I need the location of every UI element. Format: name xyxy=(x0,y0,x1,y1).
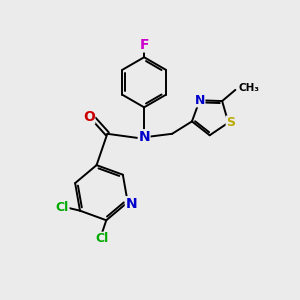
Text: N: N xyxy=(138,130,150,144)
Text: N: N xyxy=(194,94,205,107)
Text: N: N xyxy=(125,197,137,211)
Text: S: S xyxy=(226,116,235,129)
Text: F: F xyxy=(140,38,149,52)
Text: Cl: Cl xyxy=(95,232,109,245)
Text: Cl: Cl xyxy=(56,201,69,214)
Text: O: O xyxy=(83,110,95,124)
Text: CH₃: CH₃ xyxy=(239,83,260,93)
